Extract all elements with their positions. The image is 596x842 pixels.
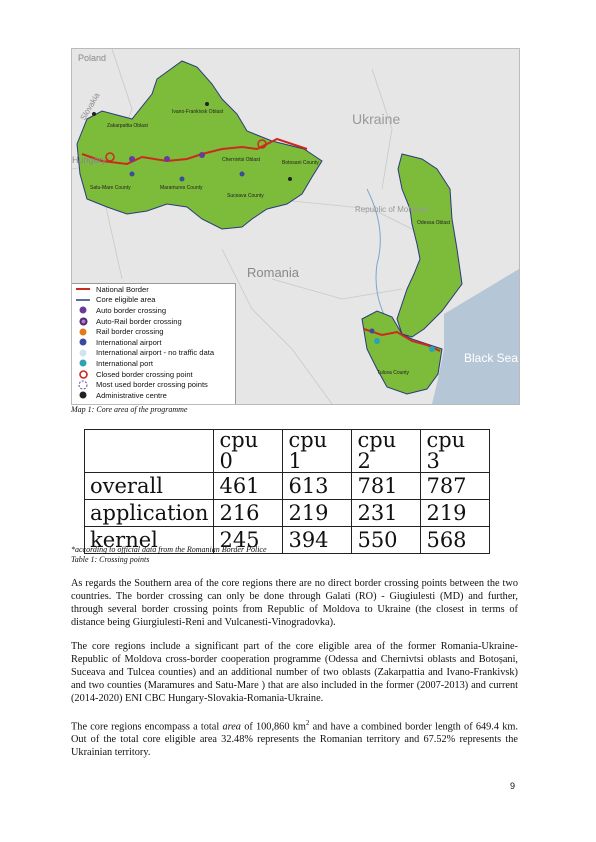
- navy-line-icon: [76, 295, 90, 304]
- table-cell: 461: [213, 472, 284, 500]
- zakarpattia-label: Zakarpattia Oblast: [107, 123, 148, 129]
- teal-dot-icon: [76, 359, 90, 368]
- page-number: 9: [510, 781, 516, 791]
- table-header-row: cpu 0 cpu 1 cpu 2 cpu 3: [83, 429, 491, 473]
- moldova-label: Republic of Moldova: [355, 205, 428, 214]
- table-cell: 781: [351, 472, 422, 500]
- table-cell: application: [83, 499, 215, 527]
- paragraph-southern-area: As regards the Southern area of the core…: [71, 578, 518, 628]
- red-ring-icon: [76, 369, 90, 379]
- table-cell: 568: [420, 526, 491, 554]
- legend-core-area: Core eligible area: [72, 295, 235, 306]
- table-cell: 216: [213, 499, 284, 527]
- black-dot-icon: [76, 391, 90, 400]
- table-cell: kernel: [83, 526, 215, 554]
- table-cell: overall: [83, 472, 215, 500]
- table-cell: 219: [282, 499, 353, 527]
- map-caption: Map 1: Core area of the programme: [71, 405, 188, 414]
- red-line-icon: [76, 285, 90, 294]
- crossing-points-table: cpu 0 cpu 1 cpu 2 cpu 3 overall 461 613 …: [83, 429, 491, 554]
- romania-label: Romania: [247, 265, 300, 280]
- ivano-label: Ivano-Frankivsk Oblast: [172, 109, 224, 115]
- table-cell: 613: [282, 472, 353, 500]
- maramures-label: Maramures County: [160, 185, 203, 191]
- legend-most-used: Most used border crossing points: [72, 379, 235, 390]
- southern-core-region: [396, 153, 463, 338]
- crossing-points: [92, 102, 435, 352]
- table-header-cell: cpu 1: [282, 429, 353, 473]
- legend-airport: International airport: [72, 337, 235, 348]
- botosani-label: Botosani County: [282, 160, 319, 166]
- legend-airport-no-data: International airport - no traffic data: [72, 348, 235, 359]
- table-cell: 245: [213, 526, 284, 554]
- table-header-cell: cpu 0: [213, 429, 284, 473]
- chernivtsi-label: Chernivtsi Oblast: [222, 157, 261, 163]
- table-header-cell: [83, 429, 215, 473]
- southern-border-line: [363, 328, 441, 352]
- table-cell: 550: [351, 526, 422, 554]
- core-area-map: Poland Slovakia Hungary Ukraine Republic…: [71, 48, 520, 405]
- black-sea-label: Black Sea: [464, 351, 518, 365]
- legend-admin-centre: Administrative centre: [72, 390, 235, 401]
- hungary-label: Hungary: [72, 155, 107, 165]
- purple-ring-dot-icon: [76, 317, 90, 326]
- poland-label: Poland: [78, 53, 106, 63]
- tulcea-region: [361, 310, 443, 395]
- odessa-label: Odessa Oblast: [417, 220, 451, 226]
- table-cell: 231: [351, 499, 422, 527]
- legend-rail-crossing: Rail border crossing: [72, 326, 235, 337]
- ukraine-label: Ukraine: [352, 111, 400, 127]
- tulcea-label: Tulcea County: [377, 370, 410, 376]
- paragraph-core-regions: The core regions include a significant p…: [71, 641, 518, 704]
- map-legend: National Border Core eligible area Auto …: [72, 283, 236, 404]
- satu-mare-label: Satu-Mare County: [90, 185, 131, 191]
- suceava-label: Suceava County: [227, 193, 264, 199]
- legend-port: International port: [72, 358, 235, 369]
- table-row: overall 461 613 781 787: [83, 472, 491, 500]
- table-header-cell: cpu 2: [351, 429, 422, 473]
- legend-national-border: National Border: [72, 284, 235, 295]
- light-dot-icon: [76, 348, 90, 357]
- crossing-points-table-image: cpu 0 cpu 1 cpu 2 cpu 3 overall 461 613 …: [71, 425, 518, 554]
- blue-dot-icon: [76, 338, 90, 347]
- legend-auto-rail-crossing: Auto-Rail border crossing: [72, 316, 235, 327]
- table-caption: Table 1: Crossing points: [71, 555, 150, 564]
- legend-closed-crossing: Closed border crossing point: [72, 369, 235, 380]
- black-sea-area: [432, 269, 519, 404]
- northern-core-region: [76, 60, 323, 230]
- paragraph-area-stats: The core regions encompass a total area …: [71, 719, 518, 759]
- table-cell: 787: [420, 472, 491, 500]
- national-border-line: [81, 137, 308, 166]
- dashed-ring-icon: [76, 380, 90, 390]
- table-row: application 216 219 231 219: [83, 499, 491, 527]
- legend-auto-crossing: Auto border crossing: [72, 305, 235, 316]
- orange-dot-icon: [76, 327, 90, 336]
- table-cell: 219: [420, 499, 491, 527]
- table-cell: 394: [282, 526, 353, 554]
- table-header-cell: cpu 3: [420, 429, 491, 473]
- table-note: *according to official data from the Rom…: [71, 545, 267, 554]
- table-row: kernel 245 394 550 568: [83, 526, 491, 554]
- purple-dot-icon: [76, 306, 90, 315]
